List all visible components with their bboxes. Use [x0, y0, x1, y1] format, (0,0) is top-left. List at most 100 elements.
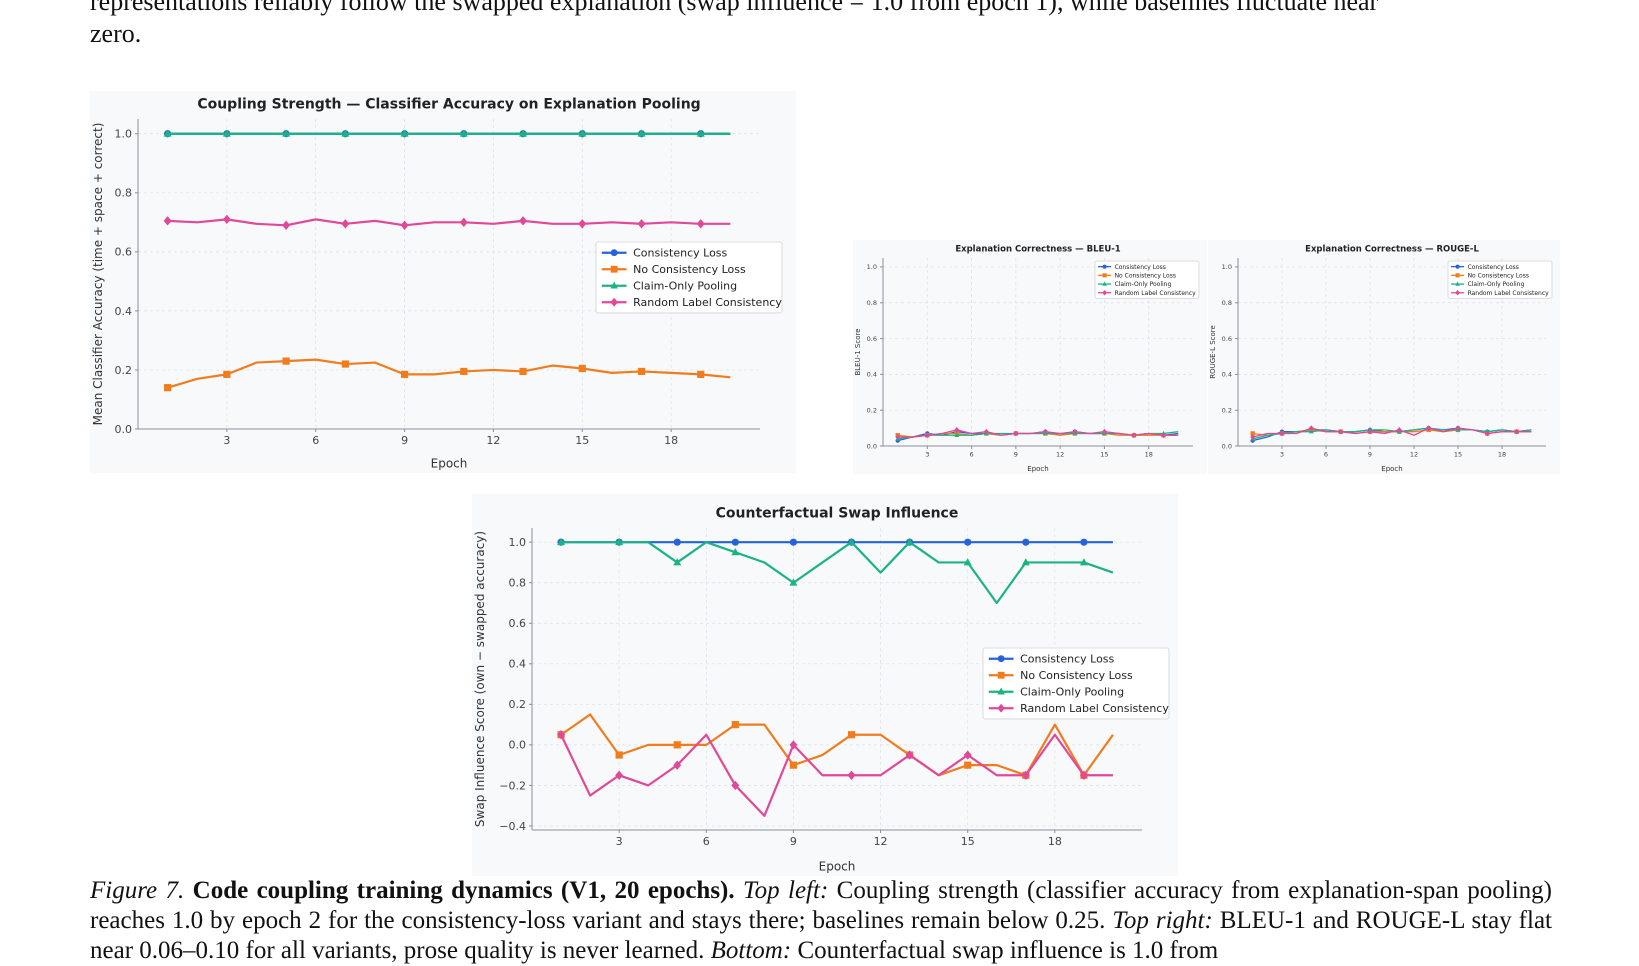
data-point-consistency [1022, 538, 1030, 546]
data-point-random_label [1279, 430, 1285, 437]
x-tick-label: 9 [401, 434, 408, 447]
caption-part2-label: Top right: [1112, 907, 1213, 934]
x-tick-label: 3 [223, 434, 230, 447]
series-line-no_consistency [560, 713, 1114, 777]
y-tick-label: 0.8 [1222, 299, 1232, 307]
caption-part1-label: Top left: [743, 877, 829, 904]
caption-label: Figure 7. [90, 877, 185, 904]
data-point-no_consistency [637, 367, 646, 376]
data-point-claim_only [637, 129, 646, 137]
legend-entry-claim_only: Claim-Only Pooling [1115, 281, 1172, 288]
legend-marker-random_label [1455, 290, 1460, 296]
x-axis-label: Epoch [1381, 465, 1402, 473]
y-tick-label: 0.6 [867, 335, 877, 343]
data-point-random_label [1161, 432, 1166, 439]
series-line-random_label [1252, 427, 1532, 438]
y-tick-label: −0.2 [499, 779, 526, 792]
intro-paragraph: representations reliably follow the swap… [90, 0, 1552, 50]
data-point-random_label [905, 750, 914, 760]
x-tick-label: 6 [1324, 451, 1328, 459]
x-tick-label: 9 [1014, 451, 1018, 459]
series-line-no_consistency [167, 358, 731, 389]
x-tick-label: 12 [1410, 451, 1418, 459]
data-point-consistency [673, 538, 681, 546]
y-tick-label: 0.4 [509, 658, 527, 671]
data-point-no_consistency [341, 360, 349, 368]
legend-entry-random_label: Random Label Consistency [1468, 290, 1550, 297]
data-point-claim_only [789, 578, 798, 586]
rouge-svg: 0.0 0.2 0.4 0.6 0.8 1.0 3 6 9 12 15 18 Explanation C… [1208, 240, 1560, 474]
legend-entry-random_label: Random Label Consistency [1115, 290, 1197, 297]
data-point-no_consistency [789, 761, 798, 769]
y-tick-label: 0.4 [867, 371, 877, 379]
series-line-random_label [167, 218, 731, 227]
legend-marker-consistency [1455, 264, 1460, 269]
data-point-consistency [1080, 538, 1088, 546]
y-tick-label: 0.6 [1222, 335, 1232, 343]
series-line-claim_only [561, 541, 1114, 605]
data-point-random_label [1455, 425, 1461, 431]
x-axis-label: Epoch [431, 457, 468, 471]
y-tick-label: 1.0 [1222, 263, 1232, 271]
series-claim_only [163, 129, 731, 137]
data-point-consistency [731, 538, 739, 546]
legend-entry-no_consistency: No Consistency Loss [1020, 669, 1133, 682]
x-tick-label: 15 [575, 434, 589, 447]
legend-marker-claim_only [997, 687, 1005, 695]
data-point-claim_only [1021, 558, 1030, 566]
data-point-random_label [1131, 432, 1137, 439]
caption-title: Code coupling training dynamics (V1, 20 … [192, 877, 735, 904]
series-claim_only [557, 537, 1114, 605]
y-tick-label: 1.0 [867, 263, 877, 271]
data-point-no_consistency [578, 364, 586, 373]
data-point-claim_only [731, 548, 740, 556]
data-point-no_consistency [673, 741, 681, 749]
data-point-claim_only [163, 129, 172, 137]
data-point-claim_only [459, 129, 468, 137]
data-point-claim_only [557, 537, 566, 546]
chart-title: Explanation Correctness — BLEU-1 [955, 245, 1120, 255]
x-tick-label: 15 [961, 835, 975, 848]
coupling-strength-svg: 0.0 0.2 0.4 0.6 0.8 1.0 3 6 9 12 15 18 Coupling Stre… [90, 91, 796, 473]
x-tick-label: 12 [486, 434, 500, 447]
x-tick-label: 12 [874, 835, 888, 848]
bleu-svg: 0.0 0.2 0.4 0.6 0.8 1.0 3 6 9 12 15 18 Explanation C… [853, 240, 1207, 474]
data-point-random_label [1021, 770, 1030, 780]
data-point-consistency [789, 538, 798, 546]
x-tick-label: 15 [1454, 451, 1462, 459]
data-point-no_consistency [731, 721, 739, 729]
legend-marker-random_label [1102, 290, 1107, 296]
y-tick-label: 0.8 [115, 187, 133, 200]
series-line-random_label [560, 733, 1113, 817]
legend: Consistency Loss No Consistency Loss Claim… [595, 241, 783, 314]
series-line-claim_only [1252, 427, 1532, 440]
y-tick-label: 0.0 [115, 423, 133, 436]
data-point-no_consistency [847, 731, 856, 739]
data-point-claim_only [696, 129, 705, 137]
legend-marker-no_consistency [997, 671, 1005, 679]
series-no_consistency [164, 357, 731, 392]
data-point-no_consistency [223, 370, 231, 378]
caption-part2-text: BLEU-1 and ROUGE-L stay flat near 0.06–0… [90, 907, 1552, 964]
legend-entry-no_consistency: No Consistency Loss [1468, 272, 1529, 279]
legend-entry-random_label: Random Label Consistency [633, 296, 782, 309]
legend-entry-claim_only: Claim-Only Pooling [633, 280, 737, 293]
x-tick-label: 18 [1145, 451, 1153, 459]
y-axis-label: BLEU-1 Score [854, 328, 862, 375]
data-point-no_consistency [400, 370, 409, 378]
x-tick-label: 12 [1056, 451, 1064, 459]
x-tick-label: 6 [970, 451, 974, 459]
x-axis-label: Epoch [1027, 465, 1048, 473]
series-random_label [557, 730, 1113, 817]
legend-entry-consistency: Consistency Loss [633, 247, 727, 260]
y-tick-label: 0.6 [115, 246, 133, 259]
x-tick-label: 3 [925, 451, 929, 459]
x-tick-label: 6 [312, 434, 319, 447]
y-tick-label: 0.2 [509, 698, 527, 711]
data-point-claim_only [1308, 429, 1314, 434]
data-point-claim_only [519, 129, 528, 137]
data-point-random_label [847, 770, 856, 780]
legend-entry-no_consistency: No Consistency Loss [633, 263, 746, 276]
legend-entry-claim_only: Claim-Only Pooling [1468, 281, 1525, 288]
y-tick-label: 0.4 [115, 305, 133, 318]
